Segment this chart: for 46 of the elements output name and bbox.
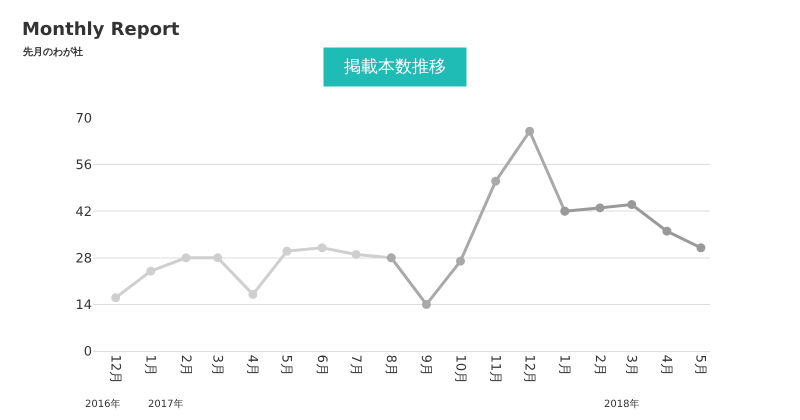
y-tick-label: 28 <box>75 251 92 266</box>
x-tick-label: 11月 <box>487 354 502 384</box>
point <box>182 253 190 262</box>
x-tick-label: 1月 <box>556 354 572 376</box>
text: 先月のわが社 <box>22 46 83 58</box>
point <box>662 226 672 236</box>
text: 2017年 <box>148 398 184 410</box>
point <box>696 243 706 252</box>
y-tick-label: 42 <box>75 204 92 220</box>
x-tick-label: 12月 <box>107 354 122 384</box>
x-tick-label: 8月 <box>383 354 398 376</box>
point <box>595 203 604 212</box>
point <box>456 256 465 266</box>
x-tick-label: 3月 <box>210 354 225 376</box>
y-tick-label: 56 <box>75 158 92 174</box>
x-tick-label: 12月 <box>521 354 536 384</box>
x-tick-label: 5月 <box>692 354 708 376</box>
y-tick-label: 70 <box>75 112 92 127</box>
x-tick-label: 2月 <box>178 354 193 376</box>
y-tick-label: 14 <box>75 298 92 313</box>
text: Monthly Report <box>22 19 180 40</box>
chart-title: 掲載本数推移 <box>333 57 457 77</box>
point <box>318 243 327 252</box>
point <box>525 126 534 136</box>
point <box>352 250 361 259</box>
x-tick-label: 3月 <box>624 354 639 376</box>
point <box>627 200 636 210</box>
x-tick-label: 5月 <box>278 354 294 376</box>
point <box>213 253 222 262</box>
x-tick-label: 2月 <box>592 354 607 376</box>
y-tick-label: 0 <box>84 344 92 360</box>
point <box>422 300 431 309</box>
point <box>111 293 120 302</box>
x-tick-label: 6月 <box>314 354 329 376</box>
text: 2016年 <box>85 398 120 410</box>
text: 2018年 <box>604 398 640 410</box>
x-tick-label: 1月 <box>142 354 158 376</box>
point <box>491 176 500 186</box>
x-tick-label: 9月 <box>418 354 434 376</box>
x-tick-label: 10月 <box>452 354 468 384</box>
x-tick-label: 4月 <box>244 354 260 376</box>
point <box>248 290 258 299</box>
point <box>146 266 156 276</box>
point <box>282 246 292 256</box>
x-tick-label: 4月 <box>658 354 674 376</box>
x-tick-label: 7月 <box>348 354 363 376</box>
